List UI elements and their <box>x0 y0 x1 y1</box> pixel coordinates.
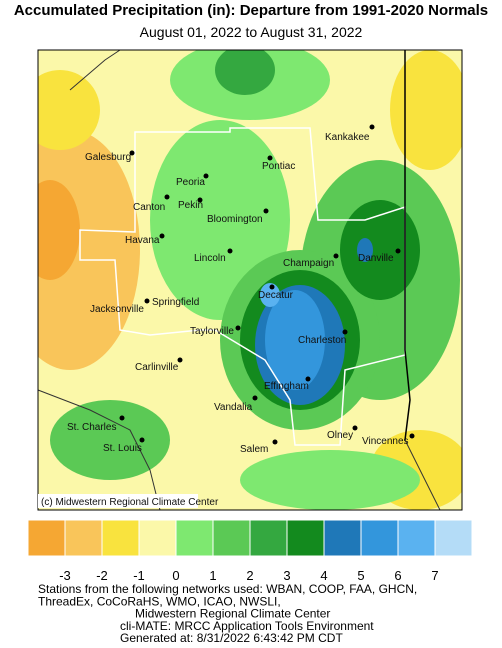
legend-tick: 7 <box>431 568 438 583</box>
footer-line: ThreadEx, CoCoRaHS, WMO, ICAO, NWSLI, <box>38 594 281 608</box>
map: (c) Midwestern Regional Climate Center <box>37 49 463 511</box>
city-dot <box>159 233 165 239</box>
city-dot <box>395 248 401 254</box>
legend-swatch <box>101 519 140 557</box>
city-label: Charleston <box>298 335 346 346</box>
city-dot <box>177 357 183 363</box>
city-label: Danville <box>358 253 394 264</box>
city-dot <box>333 253 339 259</box>
city-dot <box>139 437 145 443</box>
city-label: Pekin <box>178 200 203 211</box>
city-label: Taylorville <box>190 326 234 337</box>
legend-tick: 5 <box>357 568 364 583</box>
city-dot <box>272 439 278 445</box>
legend-tick: 0 <box>172 568 179 583</box>
city-label: Carlinville <box>135 362 179 373</box>
legend-tick: -1 <box>133 568 145 583</box>
legend-tick: 4 <box>320 568 327 583</box>
city-label: Peoria <box>176 177 205 188</box>
city-label: Salem <box>240 444 268 455</box>
city-label: Decatur <box>258 290 294 301</box>
city-label: Springfield <box>152 297 199 308</box>
legend-swatch <box>64 519 103 557</box>
subtitle: August 01, 2022 to August 31, 2022 <box>140 24 363 40</box>
legend-swatch <box>138 519 177 557</box>
city-dot <box>342 329 348 335</box>
city-label: Vandalia <box>214 402 253 413</box>
city-dot <box>369 124 375 130</box>
legend-tick: 3 <box>283 568 290 583</box>
legend-swatch <box>397 519 436 557</box>
city-dot <box>267 155 273 161</box>
city-label: Kankakee <box>325 132 370 143</box>
legend-swatch <box>323 519 362 557</box>
city-label: Havana <box>125 235 160 246</box>
city-dot <box>144 298 150 304</box>
city-label: Olney <box>327 430 353 441</box>
city-dot <box>252 395 258 401</box>
title: Accumulated Precipitation (in): Departur… <box>14 2 488 19</box>
credit: (c) Midwestern Regional Climate Center <box>41 497 219 508</box>
footer-line: Generated at: 8/31/2022 6:43:42 PM CDT <box>120 631 343 643</box>
city-label: St. Louis <box>103 443 142 454</box>
city-label: Bloomington <box>207 214 263 225</box>
city-dot <box>409 433 415 439</box>
city-dot <box>235 325 241 331</box>
city-dot <box>227 248 233 254</box>
legend-swatch <box>286 519 325 557</box>
city-label: Effingham <box>264 381 309 392</box>
footer-line: Stations from the following networks use… <box>38 582 417 596</box>
city-label: Jacksonville <box>90 304 144 315</box>
city-dot <box>269 284 275 290</box>
city-label: Champaign <box>283 258 334 269</box>
legend: -3 -2 -1 0 1 2 3 4 5 6 7 <box>27 519 473 583</box>
city-dot <box>352 425 358 431</box>
legend-tick: -2 <box>96 568 108 583</box>
footer: Stations from the following networks use… <box>38 582 417 645</box>
city-label: Galesburg <box>85 152 131 163</box>
city-dot <box>203 173 209 179</box>
legend-swatch <box>434 519 473 557</box>
city-label: Pontiac <box>262 161 295 172</box>
city-label: St. Charles <box>67 422 116 433</box>
legend-swatch <box>212 519 251 557</box>
legend-tick: 6 <box>394 568 401 583</box>
city-dot <box>305 376 311 382</box>
legend-tick: 2 <box>246 568 253 583</box>
city-label: Canton <box>133 202 165 213</box>
legend-swatch <box>360 519 399 557</box>
city-label: Vincennes <box>362 436 409 447</box>
legend-tick: 1 <box>209 568 216 583</box>
footer-line: Midwestern Regional Climate Center <box>135 607 330 621</box>
city-dot <box>129 150 135 156</box>
footer-line: cli-MATE: MRCC Application Tools Environ… <box>120 619 374 633</box>
city-dot <box>164 194 170 200</box>
legend-swatch <box>249 519 288 557</box>
city-dot <box>263 208 269 214</box>
legend-swatch <box>175 519 214 557</box>
legend-tick: -3 <box>59 568 71 583</box>
legend-swatch <box>27 519 66 557</box>
city-dot <box>197 197 203 203</box>
city-label: Lincoln <box>194 253 226 264</box>
city-dot <box>119 415 125 421</box>
